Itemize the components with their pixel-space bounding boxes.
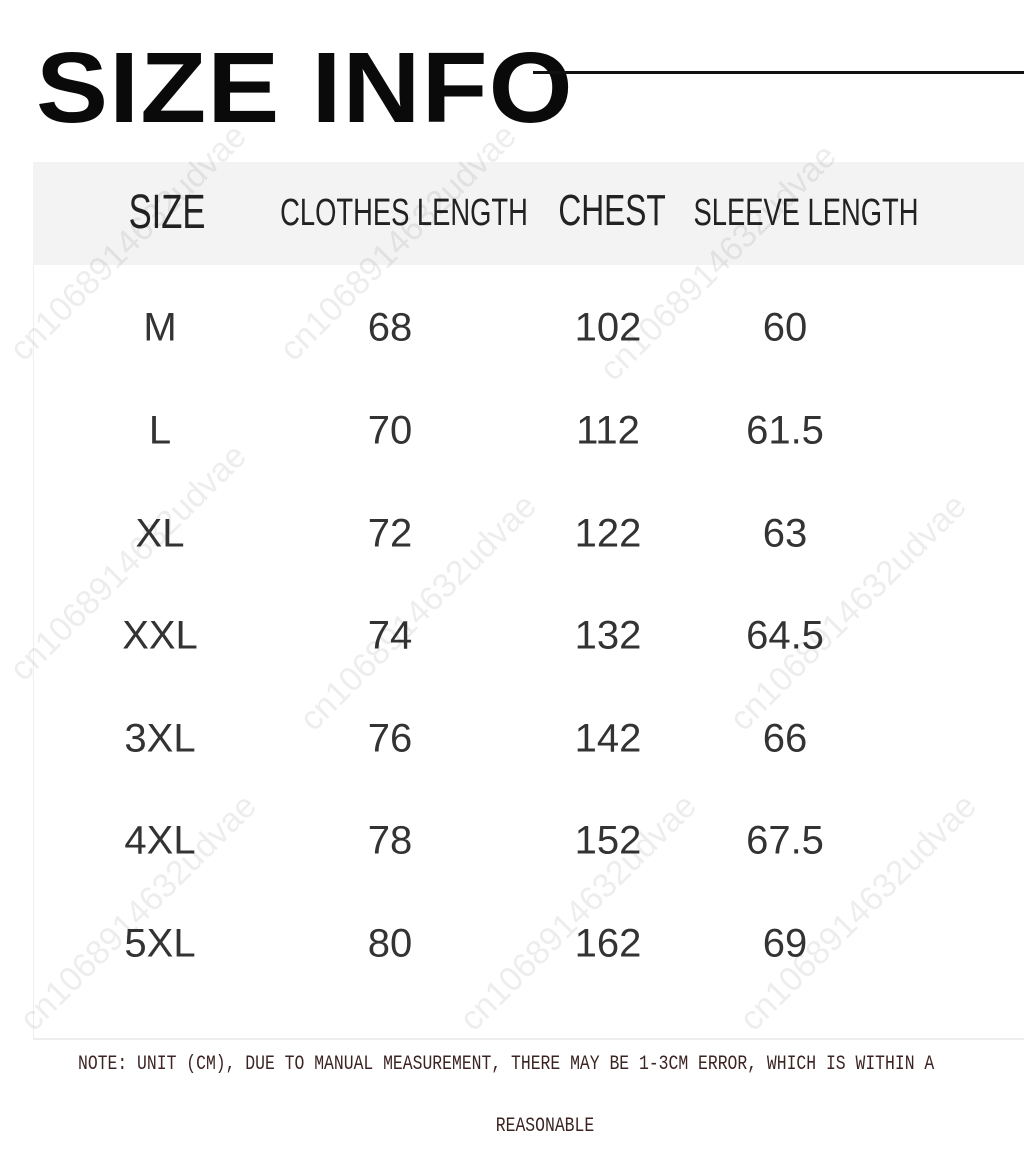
measurement-cell: 142 [574,716,642,761]
measurement-cell: 68 [367,305,413,350]
page-title: SIZE INFO [36,32,574,144]
note-line-1: NOTE: UNIT (CM), DUE TO MANUAL MEASUREME… [78,1053,935,1076]
header-sleeve-length: SLEEVE LENGTH [693,192,919,234]
measurement-cell: 74 [367,613,413,658]
size-cell: 3XL [124,716,196,761]
size-cell: 5XL [124,921,196,966]
measurement-cell: 162 [574,921,642,966]
measurement-cell: 60 [762,305,808,350]
measurement-cell: 102 [574,305,642,350]
measurement-cell: 61.5 [746,408,824,453]
measurement-cell: 76 [367,716,413,761]
measurement-cell: 63 [762,511,808,556]
measurement-cell: 67.5 [746,818,824,863]
header-chest: CHEST [558,186,666,235]
measurement-cell: 78 [367,818,413,863]
size-cell: XL [135,511,185,556]
measurement-cell: 132 [574,613,642,658]
measurement-cell: 152 [574,818,642,863]
header-size: SIZE [128,186,206,239]
measurement-cell: 66 [762,716,808,761]
table-body [33,265,1024,1040]
title-divider [533,71,1024,74]
size-cell: M [143,305,177,350]
measurement-cell: 70 [367,408,413,453]
size-cell: L [148,408,172,453]
size-cell: 4XL [124,818,196,863]
measurement-cell: 112 [576,408,640,453]
table-header-band [33,162,1024,265]
measurement-cell: 72 [367,511,413,556]
note-line-2: REASONABLE [495,1115,595,1138]
size-cell: XXL [122,613,198,658]
measurement-cell: 80 [367,921,413,966]
header-clothes-length: CLOTHES LENGTH [280,192,528,234]
measurement-cell: 69 [762,921,808,966]
measurement-cell: 122 [574,511,642,556]
measurement-cell: 64.5 [746,613,824,658]
